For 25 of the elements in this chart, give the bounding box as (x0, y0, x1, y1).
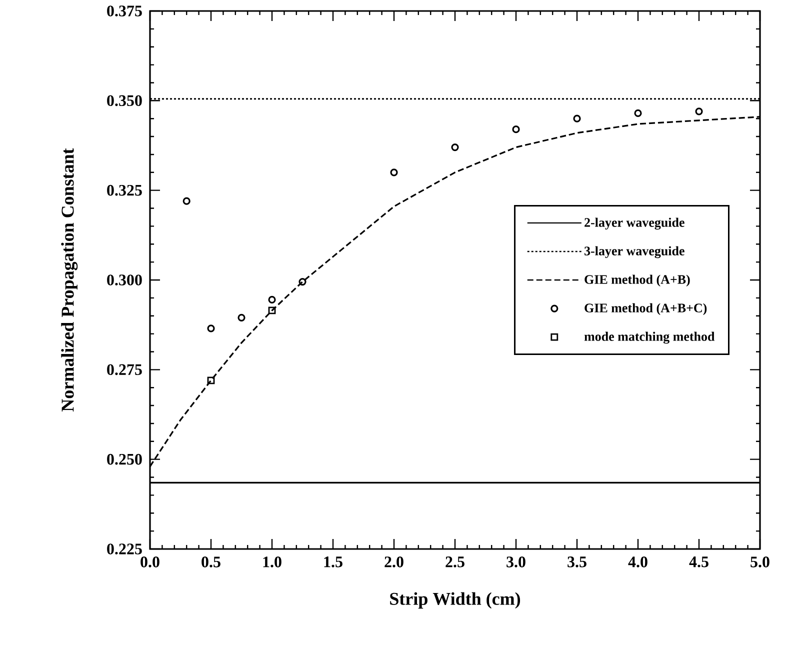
x-axis-title: Strip Width (cm) (390, 592, 520, 609)
y-axis-title: Normalized Propagation Constant (61, 148, 78, 412)
y-tick-label: 0.350 (107, 95, 142, 106)
legend-label: GIE method (A+B) (584, 274, 690, 287)
y-tick-label: 0.325 (107, 184, 142, 196)
x-tick-label: 5.0 (750, 556, 770, 568)
legend-label: mode matching method (584, 332, 715, 344)
y-tick-label: 0.275 (107, 364, 142, 376)
x-tick-label: 0.0 (140, 556, 160, 568)
x-tick-label: 0.5 (202, 556, 220, 568)
x-tick-label: 4.0 (628, 556, 648, 568)
y-tick-label: 0.250 (107, 454, 142, 465)
legend-label: 2-layer waveguide (584, 218, 684, 230)
x-tick-label: 1.5 (324, 556, 342, 568)
x-tick-label: 3.0 (506, 556, 526, 568)
x-tick-label: 4.5 (689, 556, 708, 568)
legend-label: 3-layer waveguide (584, 246, 684, 258)
x-tick-label: 2.5 (446, 556, 464, 568)
x-tick-label: 2.0 (384, 556, 404, 568)
y-tick-label: 0.300 (107, 274, 142, 286)
y-tick-label: 0.225 (107, 544, 142, 554)
x-tick-label: 1.0 (263, 556, 282, 568)
legend-label: GIE method (A+B+C) (584, 303, 707, 316)
y-tick-label: 0.375 (107, 6, 142, 16)
x-tick-label: 3.5 (568, 556, 586, 568)
